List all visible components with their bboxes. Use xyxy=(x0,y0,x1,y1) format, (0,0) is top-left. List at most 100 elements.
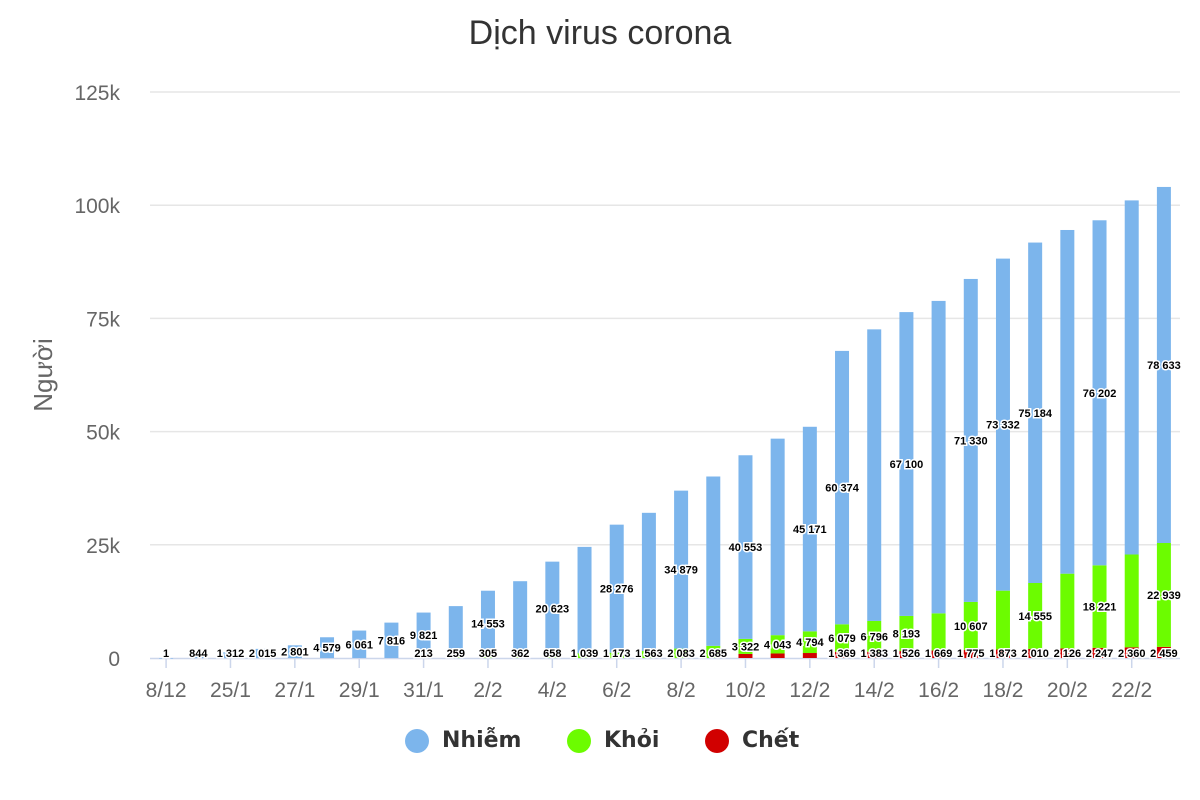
data-label: 1 669 xyxy=(925,648,953,660)
bar-nhiem[interactable] xyxy=(674,490,689,649)
legend-item-nhiem[interactable]: Nhiễm xyxy=(405,728,521,753)
bar-chet[interactable] xyxy=(995,649,1010,658)
bar-chet[interactable] xyxy=(1060,648,1075,658)
bar-chet[interactable] xyxy=(899,651,914,658)
legend-marker-chet xyxy=(705,728,729,753)
bar-nhiem[interactable] xyxy=(1028,242,1043,583)
bar-chet[interactable] xyxy=(802,653,817,658)
bar-chet[interactable] xyxy=(963,649,978,658)
data-label: 22 939 xyxy=(1147,590,1181,602)
bar-nhiem[interactable] xyxy=(1092,220,1107,566)
bar-khoi[interactable] xyxy=(867,620,882,652)
data-label: 2 685 xyxy=(700,648,728,660)
data-label: 10 607 xyxy=(954,621,988,633)
bar-khoi[interactable] xyxy=(738,638,753,654)
data-label: 1 173 xyxy=(603,648,631,660)
bar-chet[interactable] xyxy=(835,651,850,658)
bar-khoi[interactable] xyxy=(1092,565,1107,648)
data-label: 213 xyxy=(414,648,432,660)
bar-nhiem[interactable] xyxy=(931,300,946,614)
x-tick-label: 2/2 xyxy=(473,679,502,702)
bar-nhiem[interactable] xyxy=(352,630,367,658)
bar-khoi[interactable] xyxy=(577,653,592,658)
bar-nhiem[interactable] xyxy=(577,546,592,654)
data-label: 34 879 xyxy=(664,565,698,577)
bar-chet[interactable] xyxy=(1124,647,1139,658)
bar-nhiem[interactable] xyxy=(320,637,335,658)
bar-nhiem[interactable] xyxy=(835,350,850,625)
legend-item-chet[interactable]: Chết xyxy=(705,728,799,753)
bar-khoi[interactable] xyxy=(995,590,1010,650)
bar-nhiem[interactable] xyxy=(995,258,1010,591)
data-label: 6 061 xyxy=(345,639,373,651)
data-label: 78 633 xyxy=(1147,360,1181,372)
bar-nhiem[interactable] xyxy=(1156,186,1171,543)
bar-khoi[interactable] xyxy=(706,645,721,658)
bar-khoi[interactable] xyxy=(770,635,785,654)
bar-khoi[interactable] xyxy=(802,631,817,654)
bar-khoi[interactable] xyxy=(835,624,850,652)
bar-nhiem[interactable] xyxy=(384,622,399,658)
bar-nhiem[interactable] xyxy=(287,645,302,658)
data-label: 45 171 xyxy=(793,524,827,536)
legend-marker-khoi xyxy=(567,728,591,753)
legend-item-khoi[interactable]: Khỏi xyxy=(567,728,659,753)
data-label: 28 276 xyxy=(600,584,634,596)
data-label: 6 079 xyxy=(828,633,856,645)
x-tick-label: 6/2 xyxy=(602,679,631,702)
data-label: 18 221 xyxy=(1083,602,1117,614)
bar-nhiem[interactable] xyxy=(706,476,721,646)
bar-nhiem[interactable] xyxy=(802,426,817,632)
bar-khoi[interactable] xyxy=(1028,582,1043,649)
data-label: 2 083 xyxy=(667,648,695,660)
data-label: 4 043 xyxy=(764,639,792,651)
bar-khoi[interactable] xyxy=(416,657,431,658)
bar-khoi[interactable] xyxy=(931,613,946,651)
bar-chet[interactable] xyxy=(770,653,785,658)
bar-nhiem[interactable] xyxy=(770,438,785,636)
bar-chet[interactable] xyxy=(738,653,753,658)
bar-chet[interactable] xyxy=(867,651,882,658)
bar-nhiem[interactable] xyxy=(641,512,656,651)
bar-nhiem[interactable] xyxy=(255,648,270,658)
bar-khoi[interactable] xyxy=(1060,573,1075,649)
bar-nhiem[interactable] xyxy=(899,312,914,616)
data-label: 20 623 xyxy=(536,603,570,615)
bar-chet[interactable] xyxy=(931,650,946,658)
data-label: 1 xyxy=(163,648,169,660)
bar-khoi[interactable] xyxy=(609,652,624,658)
bar-khoi[interactable] xyxy=(448,656,463,658)
bar-nhiem[interactable] xyxy=(609,524,624,653)
bar-khoi[interactable] xyxy=(641,650,656,658)
bar-khoi[interactable] xyxy=(545,655,560,658)
bar-nhiem[interactable] xyxy=(223,652,238,658)
bar-khoi[interactable] xyxy=(1124,554,1139,648)
bar-chet[interactable] xyxy=(1156,646,1171,658)
bar-nhiem[interactable] xyxy=(513,581,528,657)
x-tick-label: 16/2 xyxy=(918,679,959,702)
bar-nhiem[interactable] xyxy=(867,329,882,621)
bar-nhiem[interactable] xyxy=(738,455,753,639)
bar-nhiem[interactable] xyxy=(1060,229,1075,574)
bar-khoi[interactable] xyxy=(513,656,528,658)
bar-nhiem[interactable] xyxy=(480,590,495,657)
bar-khoi[interactable] xyxy=(899,615,914,652)
bar-khoi[interactable] xyxy=(963,601,978,650)
y-tick-label: 50k xyxy=(86,422,120,445)
bar-chet[interactable] xyxy=(1028,648,1043,658)
bar-khoi[interactable] xyxy=(1156,542,1171,647)
bar-nhiem[interactable] xyxy=(1124,200,1139,555)
x-tick-label: 29/1 xyxy=(339,679,380,702)
bar-chet[interactable] xyxy=(1092,647,1107,658)
x-tick-label: 10/2 xyxy=(725,679,766,702)
bar-nhiem[interactable] xyxy=(448,606,463,657)
data-label: 1 526 xyxy=(893,648,921,660)
bar-nhiem[interactable] xyxy=(545,561,560,656)
data-label: 14 555 xyxy=(1018,611,1052,623)
bar-nhiem[interactable] xyxy=(416,612,431,658)
bar-khoi[interactable] xyxy=(674,648,689,658)
data-label: 1 775 xyxy=(957,648,985,660)
bar-khoi[interactable] xyxy=(480,656,495,658)
bar-nhiem[interactable] xyxy=(191,654,206,658)
bar-nhiem[interactable] xyxy=(963,278,978,602)
